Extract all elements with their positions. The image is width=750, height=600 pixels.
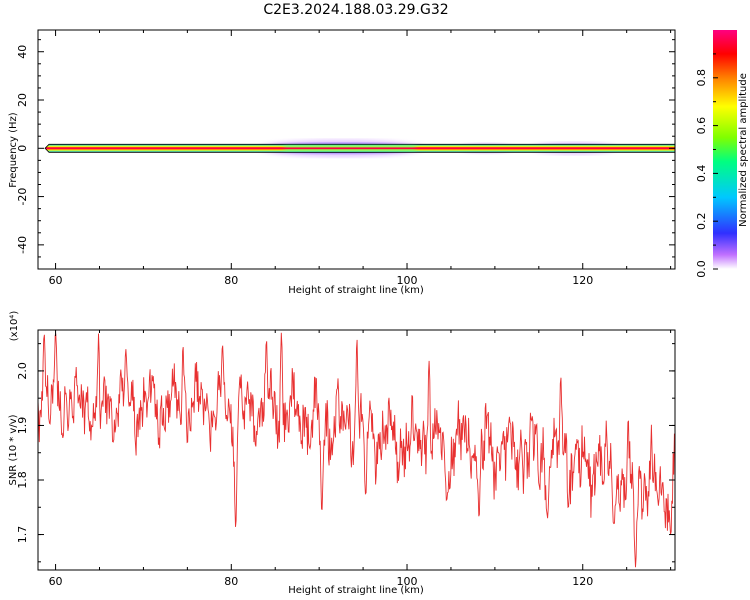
snr-scale-label: (x10⁴)	[9, 311, 20, 342]
spectrogram-y-tick-label: 20	[16, 93, 29, 107]
colorbar: 0.0 0.2 0.4 0.6 0.8 Normalized spectral ampl…	[695, 30, 749, 278]
spectrogram-y-tick-label: 0	[16, 145, 29, 152]
spectrogram-y-axis-label: Frequency (Hz)	[8, 112, 19, 188]
colorbar-gradient	[713, 30, 737, 269]
spectrogram-frame	[37, 29, 676, 270]
spectrogram-x-tick-label: 100	[397, 274, 418, 287]
spectrogram-x-tick-label: 60	[49, 274, 63, 287]
snr-frame	[37, 329, 676, 571]
colorbar-tick-label: 0.8	[695, 69, 708, 87]
snr-x-axis-label: Height of straight line (km)	[288, 585, 424, 596]
snr-axes: 60 80 100 120 1.7 1.8 1.9 2.0	[16, 330, 675, 588]
snr-y-tick-label: 1.7	[16, 526, 29, 544]
spectrogram-x-axis-label: Height of straight line (km)	[288, 285, 424, 296]
snr-x-tick-label: 60	[49, 575, 63, 588]
spectrogram-x-tick-label: 80	[224, 274, 238, 287]
snr-series-line	[38, 332, 675, 568]
snr-x-tick-label: 100	[397, 575, 418, 588]
spectrogram-x-tick-label: 120	[572, 274, 593, 287]
colorbar-axis: 0.0 0.2 0.4 0.6 0.8	[695, 53, 718, 278]
figure-title: C2E3.2024.188.03.29.G32	[263, 2, 448, 18]
colorbar-tick-label: 0.0	[695, 260, 708, 278]
snr-x-tick-label: 120	[572, 575, 593, 588]
colorbar-label: Normalized spectral amplitude	[738, 73, 749, 227]
snr-y-tick-label: 2.0	[16, 362, 29, 380]
spectrogram-y-tick-label: 40	[16, 45, 29, 59]
spectrogram-axes: 60 80 100 120 -40 -20 0 20 40	[16, 30, 675, 287]
snr-plot-area	[38, 332, 675, 568]
snr-y-tick-label: 1.9	[16, 417, 29, 435]
snr-x-tick-label: 80	[224, 575, 238, 588]
colorbar-tick-label: 0.4	[695, 165, 708, 183]
snr-y-axis-label: SNR (10 * v/v)	[8, 414, 19, 485]
colorbar-tick-label: 0.2	[695, 212, 708, 230]
spectrogram-y-tick-label: -20	[16, 188, 29, 206]
colorbar-tick-label: 0.6	[695, 117, 708, 135]
spectrogram-plot-area	[44, 139, 675, 157]
spectrogram-y-tick-label: -40	[16, 236, 29, 254]
spectrogram-panel: 60 80 100 120 -40 -20 0 20 40 Height of straight…	[8, 29, 676, 296]
snr-panel: 60 80 100 120 1.7 1.8 1.9 2.0 Height of straigh…	[8, 311, 676, 596]
snr-y-tick-label: 1.8	[16, 471, 29, 489]
